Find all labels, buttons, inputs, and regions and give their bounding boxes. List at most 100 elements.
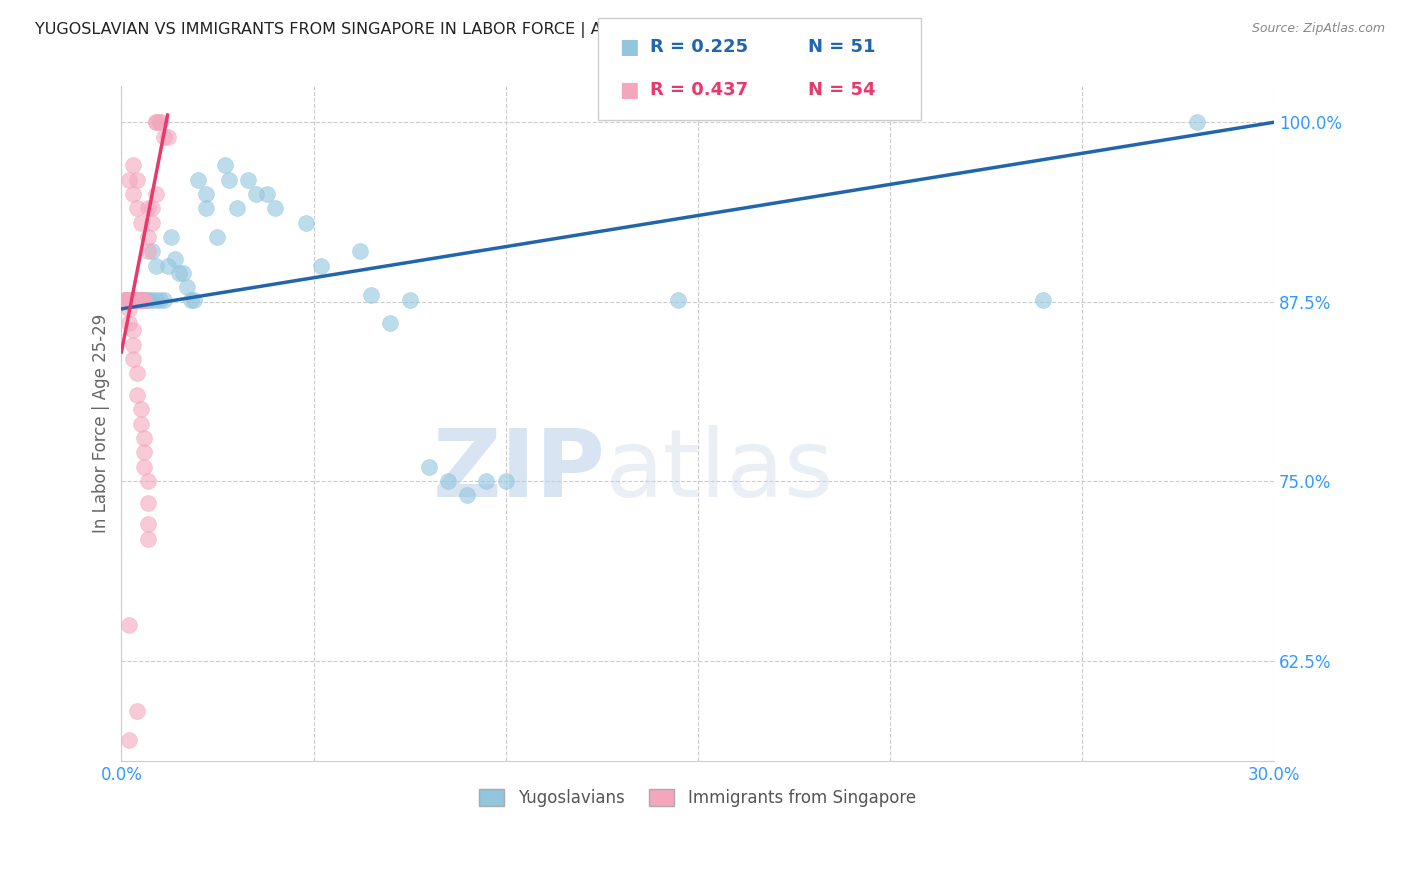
Text: ■: ■: [619, 37, 638, 57]
Point: [295, 216, 318, 230]
Text: R = 0.437: R = 0.437: [650, 81, 748, 99]
Point: [238, 172, 260, 186]
Point: [141, 293, 163, 308]
Point: [125, 293, 148, 308]
Point: [668, 293, 690, 308]
Point: [129, 216, 152, 230]
Text: N = 51: N = 51: [808, 38, 876, 56]
Point: [218, 172, 240, 186]
Point: [118, 617, 141, 632]
Point: [118, 172, 141, 186]
Point: [129, 293, 152, 308]
Point: [125, 367, 148, 381]
Point: [118, 293, 141, 308]
Point: [114, 293, 136, 308]
Point: [145, 115, 167, 129]
Point: [125, 202, 148, 216]
Point: [122, 158, 145, 172]
Point: [114, 293, 136, 308]
Point: [145, 115, 167, 129]
Point: [145, 187, 167, 202]
Point: [122, 338, 145, 352]
Point: [136, 474, 159, 488]
Point: [134, 431, 156, 445]
Point: [149, 293, 172, 308]
Point: [160, 230, 183, 244]
Point: [475, 474, 498, 488]
Point: [309, 259, 332, 273]
Point: [134, 293, 156, 308]
Point: [122, 293, 145, 308]
Point: [152, 129, 174, 144]
Point: [136, 230, 159, 244]
Point: [172, 266, 194, 280]
Point: [495, 474, 517, 488]
Text: Source: ZipAtlas.com: Source: ZipAtlas.com: [1251, 22, 1385, 36]
Point: [437, 474, 460, 488]
Point: [129, 293, 152, 308]
Point: [183, 293, 205, 308]
Point: [398, 293, 420, 308]
Point: [122, 293, 145, 308]
Point: [136, 244, 159, 259]
Point: [167, 266, 190, 280]
Point: [156, 259, 179, 273]
Point: [194, 187, 217, 202]
Point: [134, 445, 156, 459]
Point: [122, 293, 145, 308]
Legend: Yugoslavians, Immigrants from Singapore: Yugoslavians, Immigrants from Singapore: [472, 782, 922, 814]
Point: [264, 202, 287, 216]
Point: [125, 704, 148, 718]
Point: [122, 187, 145, 202]
Point: [125, 293, 148, 308]
Text: ■: ■: [619, 80, 638, 100]
Point: [149, 115, 172, 129]
Point: [129, 417, 152, 431]
Point: [136, 517, 159, 532]
Point: [225, 202, 247, 216]
Point: [214, 158, 236, 172]
Point: [165, 252, 187, 266]
Point: [136, 532, 159, 546]
Text: atlas: atlas: [606, 425, 834, 517]
Point: [141, 244, 163, 259]
Point: [207, 230, 229, 244]
Point: [380, 316, 402, 330]
Point: [1032, 293, 1054, 308]
Point: [194, 202, 217, 216]
Text: YUGOSLAVIAN VS IMMIGRANTS FROM SINGAPORE IN LABOR FORCE | AGE 25-29 CORRELATION : YUGOSLAVIAN VS IMMIGRANTS FROM SINGAPORE…: [35, 22, 855, 38]
Point: [114, 293, 136, 308]
Text: N = 54: N = 54: [808, 81, 876, 99]
Point: [349, 244, 371, 259]
Point: [256, 187, 278, 202]
Point: [125, 293, 148, 308]
Point: [125, 172, 148, 186]
Point: [145, 259, 167, 273]
Point: [122, 323, 145, 337]
Point: [118, 293, 141, 308]
Point: [118, 732, 141, 747]
Point: [129, 402, 152, 417]
Text: R = 0.225: R = 0.225: [650, 38, 748, 56]
Point: [136, 293, 159, 308]
Point: [136, 293, 159, 308]
Point: [456, 488, 478, 502]
Point: [122, 293, 145, 308]
Point: [122, 352, 145, 367]
Point: [152, 293, 174, 308]
Point: [118, 293, 141, 308]
Point: [1185, 115, 1208, 129]
Point: [129, 293, 152, 308]
Point: [156, 129, 179, 144]
Point: [245, 187, 267, 202]
Point: [118, 316, 141, 330]
Point: [118, 301, 141, 316]
Text: ZIP: ZIP: [433, 425, 606, 517]
Point: [129, 293, 152, 308]
Point: [360, 287, 382, 301]
Point: [149, 115, 172, 129]
Point: [118, 293, 141, 308]
Point: [134, 293, 156, 308]
Point: [134, 459, 156, 474]
Point: [187, 172, 209, 186]
